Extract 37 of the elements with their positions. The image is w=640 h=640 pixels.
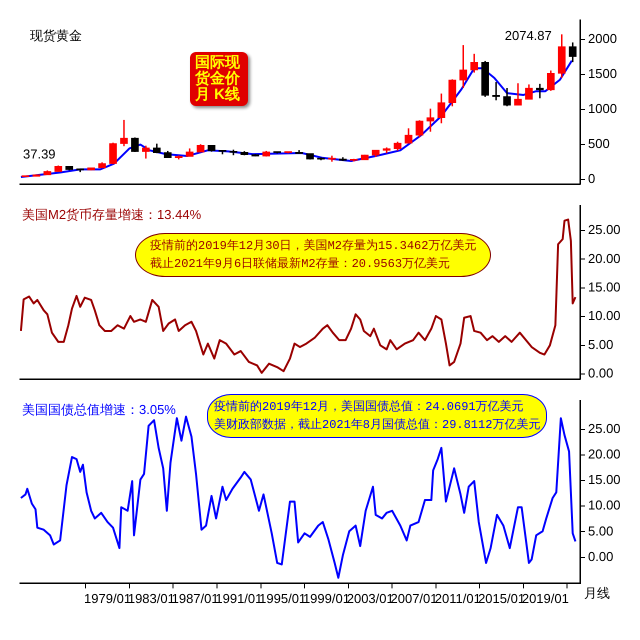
y-tick-label: 2000 <box>588 31 617 46</box>
y-tick-label: 0 <box>588 170 596 186</box>
y-tick-label: 0.00 <box>588 548 614 564</box>
candlestick <box>87 166 95 172</box>
y-tick-label: 15.00 <box>588 279 621 294</box>
y-tick-label: 15.00 <box>588 472 621 488</box>
candlestick <box>360 154 369 161</box>
y-tick-label: 25.00 <box>588 222 621 238</box>
annotation: 国际现货金价月 K线 <box>195 54 241 103</box>
candlestick <box>54 164 62 172</box>
y-tick-label: 1000 <box>588 101 617 116</box>
chart-title: 美国M2货币存量增速：13.44% <box>22 206 202 222</box>
y-tick-label: 0.00 <box>588 366 614 381</box>
annotation: 2074.87 <box>504 28 552 43</box>
x-axis-title: 月线 <box>584 585 610 600</box>
annotation: 美财政部数据，截止2021年8月国债总值：29.8112万亿美元 <box>214 416 540 434</box>
y-tick-label: 20.00 <box>588 250 621 266</box>
text: 现货黄金 <box>30 28 82 44</box>
y-tick-label: 5.00 <box>588 336 614 352</box>
annotation: 疫情前的2019年12月30日，美国M2存量为15.3462万亿美元 <box>150 238 476 255</box>
annotation: 疫情前的2019年12月，美国国债总值：24.0691万亿美元 <box>214 398 525 416</box>
candlestick <box>32 174 40 178</box>
y-tick-label: 10.00 <box>588 498 621 513</box>
y-tick-label: 20.00 <box>588 446 621 462</box>
y-tick-label: 5.00 <box>588 523 614 538</box>
annotation: 37.39 <box>23 146 56 162</box>
chart-title: 美国国债总值增速：3.05% <box>22 402 176 417</box>
y-tick-label: 1500 <box>588 66 617 82</box>
y-tick-label: 500 <box>588 136 610 151</box>
candlestick <box>284 150 292 154</box>
candlestick <box>251 153 260 157</box>
x-tick-label: 2019/01 <box>522 590 569 606</box>
y-tick-label: 25.00 <box>588 421 621 436</box>
candlestick <box>273 150 282 154</box>
y-tick-label: 10.00 <box>588 308 621 324</box>
annotation: 截止2021年9月6日联储最新M2存量：20.9563万亿美元 <box>150 256 452 273</box>
candlestick <box>306 152 314 160</box>
